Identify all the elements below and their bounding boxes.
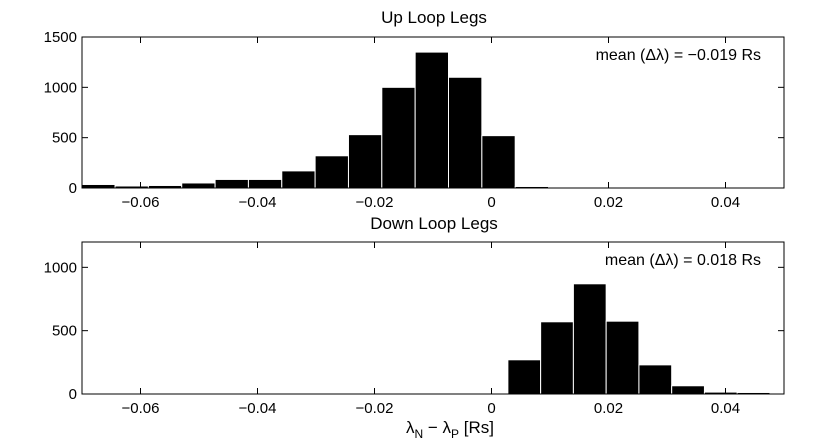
x-tick-label: 0.02 xyxy=(594,400,623,417)
x-tick-label: −0.04 xyxy=(239,194,277,211)
x-tick-label: −0.06 xyxy=(122,194,160,211)
histogram-bar xyxy=(638,364,673,395)
histogram-bar xyxy=(281,170,316,189)
y-tick-label: 0 xyxy=(69,180,77,197)
title-up: Up Loop Legs xyxy=(381,8,487,27)
histogram-bar xyxy=(481,135,516,189)
y-axis-up: 0 500 1000 1500 xyxy=(44,29,784,197)
histogram-bar xyxy=(347,134,383,189)
y-tick-label: 1000 xyxy=(44,79,77,96)
x-axis-label: λN − λP [Rs] xyxy=(406,418,494,441)
histogram-bar xyxy=(507,359,542,395)
y-tick-label: 0 xyxy=(69,386,77,403)
histogram-bar xyxy=(314,155,349,189)
histogram-bar xyxy=(572,283,607,395)
x-tick-label: 0.04 xyxy=(711,194,740,211)
histogram-bar xyxy=(414,51,450,189)
x-axis-up: −0.06 −0.04 −0.02 0 0.02 0.04 xyxy=(122,37,740,211)
histogram-bar xyxy=(214,178,249,189)
x-tick-label: −0.02 xyxy=(356,194,394,211)
bars-down xyxy=(81,283,771,396)
y-tick-label: 500 xyxy=(52,130,77,147)
x-tick-label: −0.02 xyxy=(356,400,394,417)
histogram-bar xyxy=(540,321,574,395)
histogram-bar xyxy=(81,183,116,189)
x-tick-label: 0 xyxy=(487,400,495,417)
histogram-bar xyxy=(671,385,705,395)
histogram-bar xyxy=(381,86,416,189)
x-tick-label: 0.04 xyxy=(711,400,740,417)
annotation-up: mean (Δλ) = −0.019 Rs xyxy=(596,47,761,64)
y-tick-label: 1500 xyxy=(44,29,77,46)
histogram-bar xyxy=(605,320,640,395)
annotation-down: mean (Δλ) = 0.018 Rs xyxy=(605,252,761,269)
x-tick-label: −0.06 xyxy=(122,400,160,417)
x-tick-label: −0.04 xyxy=(239,400,277,417)
bars-up xyxy=(81,51,783,190)
y-axis-down: 0 500 1000 xyxy=(44,259,784,403)
histogram-bar xyxy=(448,76,483,189)
x-axis-down: −0.06 −0.04 −0.02 0 0.02 0.04 xyxy=(122,242,740,417)
x-tick-label: 0 xyxy=(487,194,495,211)
axes-frame-down xyxy=(81,241,785,395)
title-down: Down Loop Legs xyxy=(370,214,498,233)
y-tick-label: 500 xyxy=(52,323,77,340)
axes-frame-up xyxy=(81,36,785,189)
y-tick-label: 1000 xyxy=(44,259,77,276)
x-tick-label: 0.02 xyxy=(594,194,623,211)
histogram-bar xyxy=(181,182,216,189)
histogram-bar xyxy=(247,178,283,189)
